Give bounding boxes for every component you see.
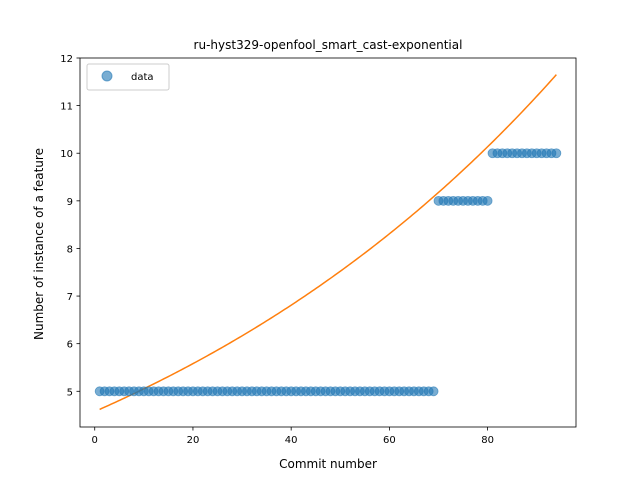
x-tick-label: 0 [92,435,98,446]
legend: data [86,63,170,91]
plot-frame [79,57,577,428]
y-tick-label: 11 [60,102,73,113]
fit-layer [99,74,557,411]
x-axis-label: Commit number [279,457,377,471]
y-tick-label: 7 [67,292,73,303]
chart-title: ru-hyst329-openfool_smart_cast-exponenti… [194,38,463,52]
y-axis-label: Number of instance of a feature [32,148,46,340]
data-point [482,195,493,206]
x-tick-label: 20 [187,435,200,446]
legend-label: data [131,72,154,83]
data-point [428,386,439,397]
points-layer [94,148,562,397]
legend-marker [101,70,113,82]
y-tick-label: 12 [60,54,73,65]
y-tick-label: 8 [67,244,73,255]
x-tick-label: 80 [481,435,494,446]
y-tick-label: 10 [60,149,73,160]
axes-layer: 0 20 40 60 80 5 6 7 8 9 10 11 12 [60,54,577,446]
x-tick-label: 60 [383,435,396,446]
y-tick-label: 6 [67,340,73,351]
y-tick-label: 9 [67,197,73,208]
fit-line [99,74,557,411]
data-point [551,148,562,159]
legend-box [86,63,170,91]
x-tick-label: 40 [285,435,298,446]
y-tick-label: 5 [67,387,73,398]
